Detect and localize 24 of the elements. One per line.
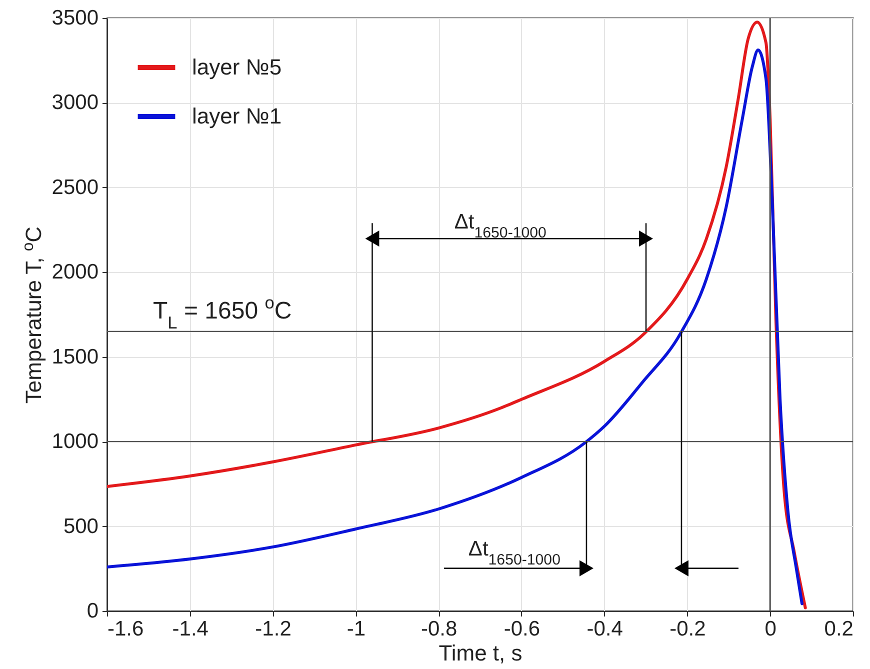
y-tick-label: 1000 (52, 430, 98, 454)
x-tick-label: -1.6 (108, 618, 144, 640)
x-tick-label: 0 (764, 618, 776, 640)
annotation: Δt$_{1650-1000}$ (468, 537, 560, 568)
x-tick-label: -1.4 (172, 618, 209, 640)
x-tick-label: -0.4 (586, 618, 624, 640)
y-tick-label: 1500 (52, 345, 98, 368)
x-tick-label: -0.2 (670, 618, 706, 640)
x-tick-label: -0.8 (420, 618, 458, 640)
y-tick-label: 2500 (52, 176, 98, 199)
x-tick-label: 0.2 (824, 618, 854, 640)
x-tick-label: -1 (346, 618, 366, 640)
annotation: Δt$_{1650-1000}$ (454, 210, 546, 242)
y-tick-label: 500 (63, 514, 98, 538)
y-tick-label: 3500 (52, 6, 98, 30)
x-tick-label: -1.2 (255, 618, 292, 640)
x-tick-label: -0.6 (504, 618, 540, 640)
y-tick-label: 2000 (52, 260, 98, 284)
ref-line-label: T$_{L}$ = 1650 $^{o}$C (153, 292, 292, 332)
legend-label: layer №1 (192, 104, 282, 128)
x-axis-title: Time t, s (438, 640, 522, 666)
y-tick-label: 3000 (52, 91, 98, 114)
legend-label: layer №5 (192, 54, 282, 80)
y-tick-label: 0 (86, 600, 98, 622)
